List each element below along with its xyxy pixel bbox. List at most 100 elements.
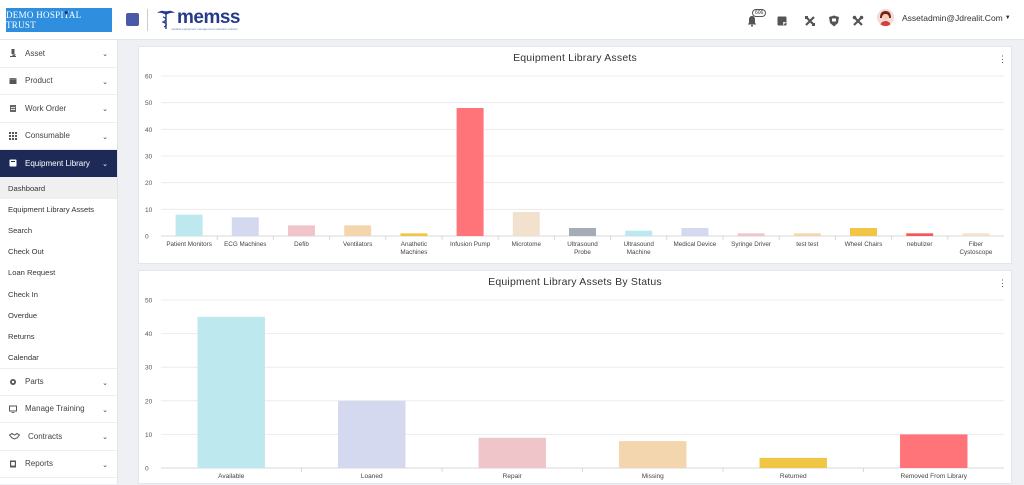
y-tick-label: 0 (145, 234, 149, 241)
x-tick-label: Removed From Library (901, 473, 968, 480)
sidebar-item-label: Consumable (25, 131, 70, 141)
note-icon[interactable] (776, 14, 788, 26)
x-tick-label: Ventilators (343, 241, 372, 248)
sidebar-item-reports[interactable]: Reports ⌄ (0, 451, 117, 479)
gear-icon (9, 378, 17, 386)
bar-anathetic-machines (400, 233, 428, 236)
chevron-down-icon: ⌄ (102, 461, 108, 469)
sidebar-sub-calendar[interactable]: Calendar (8, 353, 39, 363)
microscope-icon (9, 49, 17, 58)
chevron-down-icon: ⌄ (102, 106, 108, 113)
sidebar-sub-loan-request[interactable]: Loan Request (8, 268, 56, 278)
grid-icon (9, 131, 17, 140)
bar-medical-device (681, 228, 709, 236)
sidebar-item-contracts[interactable]: Contracts ⌄ (0, 423, 117, 451)
x-tick-label: Probe (574, 249, 591, 256)
x-tick-label: Microtome (512, 241, 542, 248)
sidebar-sub-search[interactable]: Search (8, 225, 33, 235)
logo-tagline: medical equipment management software so… (171, 27, 238, 31)
sidebar-item-product[interactable]: Product ⌄ (0, 68, 117, 95)
menu-toggle-button[interactable] (126, 13, 139, 26)
chevron-down-icon: ⌄ (102, 406, 108, 414)
x-tick-label: Anathetic (401, 241, 427, 248)
more-options-icon[interactable]: ⋮ (998, 54, 1007, 64)
bar-test-test (793, 233, 821, 236)
bar-nebulizer (906, 233, 934, 236)
notification-count-badge: 606 (752, 9, 767, 17)
bar-available (197, 316, 265, 468)
shield-icon[interactable] (828, 14, 840, 27)
top-bar: ♥ DEMO HOSPITAL TRUST memss medical equi… (0, 0, 1024, 40)
wrench-icon[interactable] (852, 14, 864, 26)
bar-fiber-cystoscope (962, 233, 990, 236)
y-tick-label: 40 (145, 331, 153, 338)
sidebar-item-label: Reports (25, 459, 54, 469)
bar-loaned (338, 400, 406, 468)
user-email: Assetadmin@Jdrealit.Com (902, 12, 1003, 23)
sidebar-sub-dashboard[interactable]: Dashboard (0, 177, 117, 199)
sidebar-sub-check-in[interactable]: Check In (8, 289, 38, 299)
heart-icon: ♥ (64, 9, 69, 17)
x-tick-label: Ultrasound (623, 241, 654, 248)
logo-text: memss (177, 7, 241, 28)
user-menu[interactable]: Assetadmin@Jdrealit.Com ▼ (877, 9, 1011, 26)
bar-missing (619, 441, 687, 468)
chart-title: Equipment Library Assets (513, 52, 637, 64)
y-tick-label: 40 (145, 127, 153, 134)
y-tick-label: 30 (145, 365, 153, 372)
handshake-icon (8, 432, 21, 440)
sidebar-item-manage-training[interactable]: Manage Training ⌄ (0, 396, 117, 424)
bar-infusion-pump (456, 108, 484, 236)
bar-syringe-driver (737, 233, 765, 236)
bar-ecg-machines (231, 217, 259, 236)
chevron-down-icon: ▼ (1004, 14, 1011, 21)
chevron-down-icon: ⌄ (102, 380, 108, 388)
x-tick-label: Returned (780, 473, 807, 480)
more-options-icon[interactable]: ⋮ (998, 278, 1007, 288)
bell-icon[interactable]: 606 (746, 9, 767, 27)
y-tick-label: 20 (145, 398, 153, 405)
caduceus-icon (157, 10, 175, 29)
bar-defib (288, 225, 315, 236)
y-tick-label: 20 (145, 180, 153, 187)
x-tick-label: Ultrasound (567, 241, 598, 248)
y-tick-label: 50 (145, 100, 153, 107)
sidebar-sub-check-out[interactable]: Check Out (8, 247, 44, 257)
sidebar-item-consumable[interactable]: Consumable ⌄ (0, 123, 117, 150)
tools-icon[interactable] (804, 14, 816, 26)
sidebar-item-work-order[interactable]: Work Order ⌄ (0, 95, 117, 123)
chevron-down-icon: ⌄ (102, 51, 108, 58)
chevron-down-icon: ⌄ (102, 434, 108, 442)
sidebar-item-equipment-library[interactable]: Equipment Library ⌄ (0, 150, 117, 178)
sidebar-item-label: Parts (25, 377, 44, 387)
x-tick-label: test test (796, 241, 818, 248)
report-icon (9, 460, 17, 468)
sidebar-item-label: Contracts (28, 431, 63, 441)
chart-panel-equipment-library-assets: Equipment Library Assets ⋮ 0 10 20 30 40 50 60… (138, 46, 1012, 264)
bar-returned (759, 457, 827, 468)
sidebar-item-label: Product (25, 76, 53, 86)
x-tick-label: nebulizer (907, 241, 933, 248)
book-icon (9, 159, 17, 167)
chart-title: Equipment Library Assets By Status (488, 276, 662, 288)
x-tick-label: Machine (627, 249, 651, 256)
sidebar-item-asset[interactable]: Asset ⌄ (0, 40, 117, 68)
x-tick-label: Cystoscope (959, 249, 992, 256)
hospital-brand-logo[interactable]: ♥ DEMO HOSPITAL TRUST (6, 8, 112, 32)
x-tick-label: Loaned (361, 473, 383, 480)
chevron-down-icon: ⌄ (102, 161, 108, 168)
x-tick-label: ECG Machines (224, 241, 266, 248)
bar-ventilators (344, 225, 372, 236)
sidebar-sub-returns[interactable]: Returns (8, 331, 35, 341)
x-tick-label: Fiber (969, 241, 983, 248)
sidebar-sub-overdue[interactable]: Overdue (8, 310, 38, 320)
memss-logo[interactable]: memss medical equipment management softw… (153, 6, 243, 32)
sidebar-item-label: Equipment Library (25, 158, 90, 168)
sidebar-sub-equipment-library-assets[interactable]: Equipment Library Assets (8, 204, 95, 214)
y-tick-label: 50 (145, 298, 153, 305)
avatar (877, 9, 894, 26)
sidebar-item-parts[interactable]: Parts ⌄ (0, 368, 117, 396)
bar-patient-monitors (175, 214, 203, 236)
bar-microtome (512, 212, 540, 236)
monitor-icon (9, 405, 17, 413)
